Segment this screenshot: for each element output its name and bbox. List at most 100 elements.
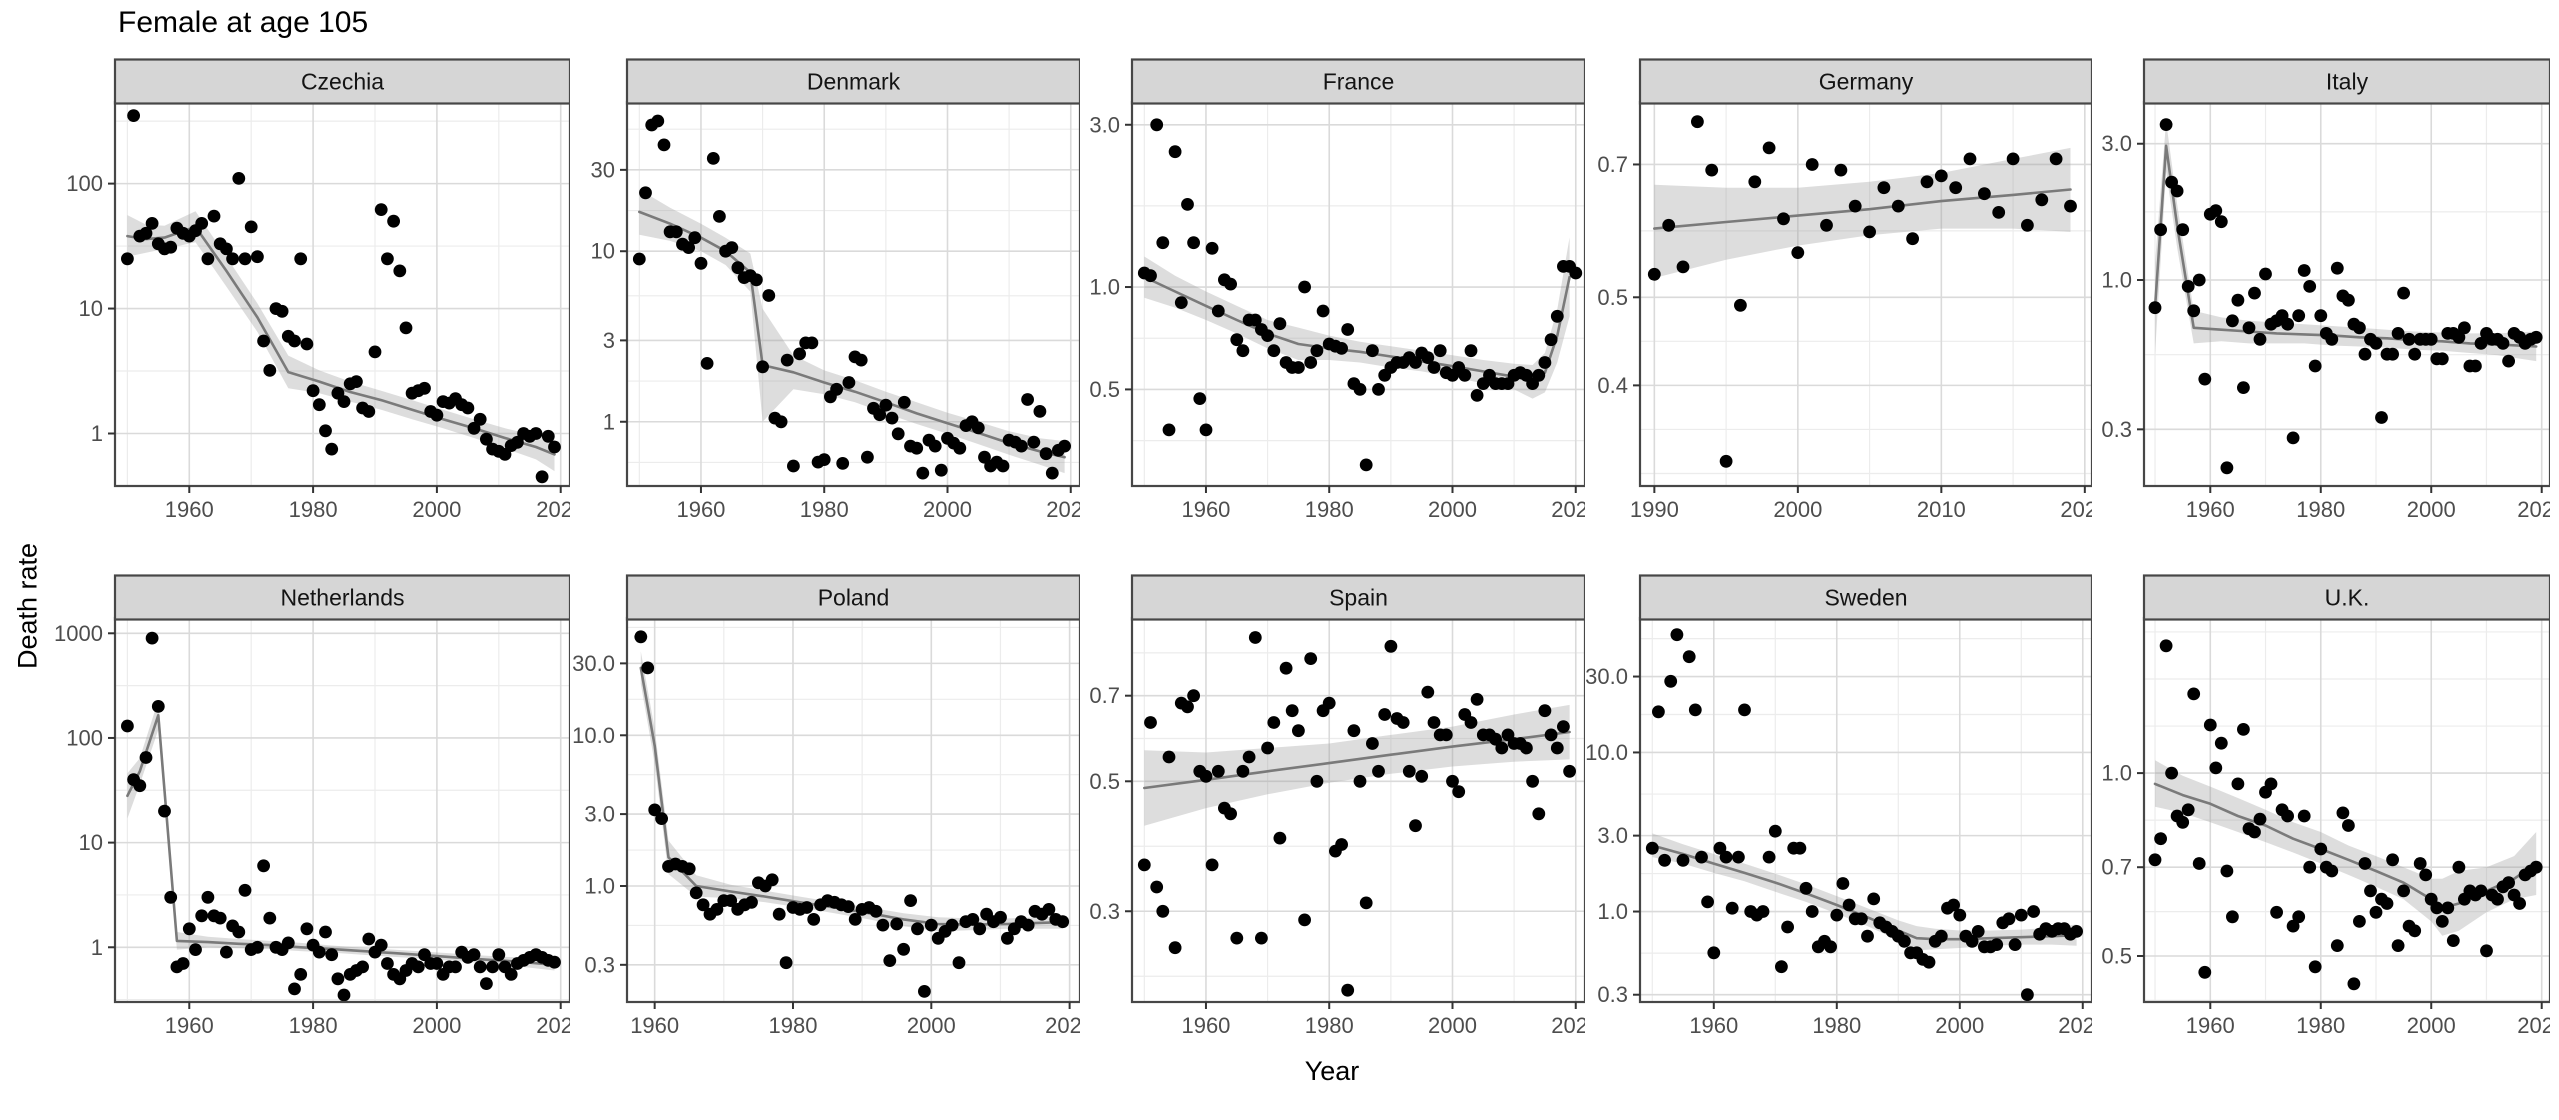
x-tick-label: 2000 [907, 1013, 956, 1038]
x-tick-label: 2000 [1773, 497, 1822, 522]
x-tick-label: 1980 [1812, 1013, 1861, 1038]
y-tick-label: 10 [79, 830, 103, 855]
facet-title: France [1323, 69, 1395, 95]
facet-title: Denmark [807, 69, 901, 95]
x-tick-label: 1980 [289, 497, 338, 522]
y-tick-label: 1.0 [2101, 268, 2132, 293]
x-tick-label: 1980 [2296, 1013, 2345, 1038]
y-tick-label: 10 [591, 239, 615, 264]
y-tick-label: 1 [91, 935, 103, 960]
y-tick-label: 0.3 [1597, 982, 1628, 1007]
x-tick-label: 2000 [1428, 1013, 1477, 1038]
y-tick-label: 1.0 [2101, 761, 2132, 786]
y-tick-label: 10 [79, 296, 103, 321]
y-tick-label: 3.0 [1089, 112, 1120, 137]
y-tick-label: 0.7 [2101, 855, 2132, 880]
x-tick-label: 2000 [923, 497, 972, 522]
x-tick-label: 2000 [412, 1013, 461, 1038]
y-tick-label: 0.5 [1089, 769, 1120, 794]
x-tick-label: 2010 [1917, 497, 1966, 522]
y-tick-label: 1 [603, 409, 615, 434]
y-tick-label: 30.0 [1585, 664, 1628, 689]
y-tick-label: 1000 [54, 621, 103, 646]
facet-title: Poland [818, 585, 890, 611]
y-tick-label: 3.0 [584, 802, 615, 827]
y-axis-title: Death rate [12, 542, 43, 670]
x-tick-label: 1960 [676, 497, 725, 522]
y-tick-label: 0.5 [1089, 377, 1120, 402]
facet-title: Germany [1819, 69, 1914, 95]
y-tick-label: 30.0 [572, 651, 615, 676]
x-tick-label: 2000 [1935, 1013, 1984, 1038]
y-tick-label: 0.7 [1089, 683, 1120, 708]
x-tick-label: 1980 [800, 497, 849, 522]
facet-title: U.K. [2325, 585, 2370, 611]
facet-title: Italy [2326, 69, 2369, 95]
y-tick-label: 3.0 [2101, 131, 2132, 156]
y-tick-label: 100 [66, 171, 103, 196]
y-tick-label: 1 [91, 421, 103, 446]
x-tick-label: 1960 [2186, 497, 2235, 522]
y-tick-label: 10.0 [1585, 740, 1628, 765]
x-tick-label: 2000 [2407, 1013, 2456, 1038]
y-tick-label: 0.4 [1597, 373, 1628, 398]
y-tick-label: 3 [603, 328, 615, 353]
facet-title: Czechia [301, 69, 384, 95]
y-tick-label: 0.7 [1597, 152, 1628, 177]
x-tick-label: 1960 [165, 497, 214, 522]
facet-title: Spain [1329, 585, 1388, 611]
x-tick-label: 2000 [2407, 497, 2456, 522]
y-tick-label: 0.3 [2101, 417, 2132, 442]
x-tick-label: 1960 [630, 1013, 679, 1038]
facet-title: Sweden [1824, 585, 1907, 611]
chart-title: Female at age 105 [118, 6, 369, 39]
x-tick-label: 1980 [2296, 497, 2345, 522]
x-tick-label: 1980 [1305, 497, 1354, 522]
y-tick-label: 1.0 [1597, 899, 1628, 924]
x-tick-label: 1960 [2186, 1013, 2235, 1038]
y-tick-label: 1.0 [1089, 275, 1120, 300]
x-tick-label: 1980 [769, 1013, 818, 1038]
y-tick-label: 30 [591, 157, 615, 182]
x-tick-label: 2000 [412, 497, 461, 522]
x-tick-label: 1980 [289, 1013, 338, 1038]
x-axis-title: Year [1304, 1056, 1360, 1086]
x-tick-label: 1960 [1689, 1013, 1738, 1038]
y-tick-label: 0.5 [2101, 943, 2132, 968]
facet-title: Netherlands [280, 585, 404, 611]
y-tick-label: 100 [66, 725, 103, 750]
x-tick-label: 1980 [1305, 1013, 1354, 1038]
y-tick-label: 0.3 [1089, 899, 1120, 924]
x-tick-label: 1960 [1181, 497, 1230, 522]
y-tick-label: 3.0 [1597, 823, 1628, 848]
y-tick-label: 10.0 [572, 723, 615, 748]
y-tick-label: 1.0 [584, 874, 615, 899]
y-tick-label: 0.3 [584, 952, 615, 977]
x-tick-label: 1960 [165, 1013, 214, 1038]
x-tick-label: 1990 [1630, 497, 1679, 522]
x-tick-label: 1960 [1181, 1013, 1230, 1038]
x-tick-label: 2000 [1428, 497, 1477, 522]
